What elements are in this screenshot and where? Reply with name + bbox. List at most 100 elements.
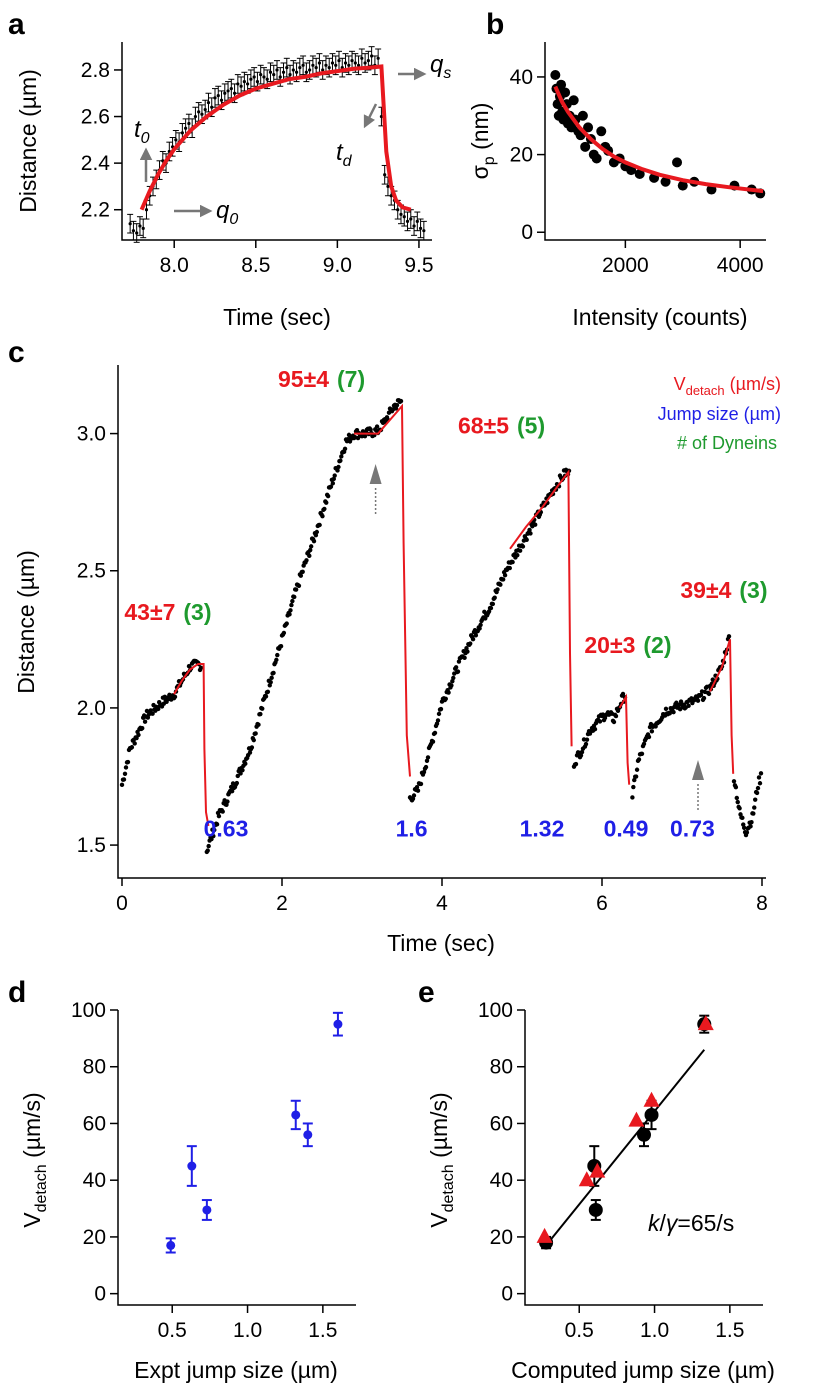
y-tick-label: 2.5 (77, 560, 106, 583)
trace-point (698, 692, 704, 698)
data-point (550, 70, 561, 80)
fit-curve (509, 469, 573, 747)
data-point (223, 91, 227, 95)
trace-point (216, 813, 222, 819)
trace-point (132, 741, 137, 746)
data-point (350, 59, 354, 63)
panel-d: 0.5 1.0 1.5 0 20 40 60 80 100 Expt jump size (µ… (19, 999, 356, 1383)
panel-e-fit-annotation: k/γ=65/s (648, 1210, 734, 1236)
trace-point (423, 764, 429, 770)
trace-point (527, 527, 532, 533)
trace-point (322, 506, 327, 512)
trace-point (734, 795, 739, 801)
panel-c-velocity-labels: 43±7 (3) 95±4 (7) 68±5 (5) 20±3 (2) 39±4 (3) (124, 366, 767, 658)
y-tick-label: 2.4 (81, 152, 111, 175)
fit-curve (173, 663, 210, 827)
y-tick-label: 60 (83, 1112, 106, 1135)
trace-point (172, 694, 178, 700)
data-point (291, 1110, 301, 1120)
trace-point (453, 665, 459, 670)
triangle-point (643, 1091, 660, 1107)
data-point (265, 77, 269, 81)
trace-point (415, 788, 421, 793)
trace-point (632, 777, 637, 783)
data-point (580, 141, 591, 152)
trace-point (573, 761, 579, 767)
trace-point (368, 427, 373, 432)
trace-point (468, 641, 473, 646)
trace-point (435, 718, 441, 723)
trace-point (287, 612, 292, 617)
trace-point (292, 594, 297, 600)
trace-point (438, 706, 444, 712)
trace-point (678, 699, 684, 704)
data-point (363, 61, 367, 65)
trace-point (347, 439, 353, 444)
panel-d-x-axis-label: Expt jump size (µm) (134, 1357, 338, 1383)
trace-point (754, 790, 760, 796)
panel-d-y-ticks: 0 20 40 60 80 100 (71, 999, 118, 1306)
trace-point (749, 820, 754, 825)
trace-point (123, 765, 129, 770)
trace-point (418, 781, 424, 787)
trace-point (613, 713, 619, 719)
x-tick-label: 0.5 (158, 1319, 187, 1342)
panel-c-legend: Vdetach (µm/s) Jump size (µm) # of Dynei… (658, 374, 781, 453)
data-point (303, 1130, 313, 1140)
data-point (677, 180, 688, 191)
trace-point (271, 670, 276, 676)
y-tick-label: 0 (521, 221, 533, 244)
panel-a-t0-label: t0 (134, 116, 150, 147)
arrow-up-icon (692, 760, 704, 780)
trace-point (125, 759, 131, 765)
panel-b-x-axis-label: Intensity (counts) (572, 304, 747, 330)
trace-point (649, 729, 655, 734)
velocity-label: 95±4 (7) (278, 366, 365, 392)
y-tick-label: 40 (510, 66, 533, 89)
panel-b-axes (544, 42, 766, 241)
trace-point (753, 797, 758, 802)
y-tick-label: 20 (83, 1226, 106, 1249)
data-point (405, 219, 410, 223)
trace-point (740, 815, 745, 821)
trace-point (752, 805, 757, 810)
panel-c-fit-curves (173, 403, 735, 827)
triangle-point (628, 1111, 645, 1127)
trace-point (579, 749, 585, 755)
trace-point (398, 398, 404, 404)
trace-point (206, 843, 211, 849)
triangle-point (589, 1162, 606, 1178)
trace-point (744, 830, 750, 835)
data-point (596, 126, 607, 137)
data-point (187, 121, 191, 126)
data-point (200, 112, 204, 116)
y-tick-label: 20 (510, 144, 533, 167)
panel-label-b: b (486, 8, 504, 41)
data-point (262, 75, 266, 79)
trace-point (212, 827, 217, 833)
trace-point (451, 675, 456, 681)
data-point (634, 169, 645, 179)
trace-point (436, 711, 442, 717)
trace-point (336, 464, 341, 470)
panel-a-td-arrow (363, 103, 378, 129)
trace-point (532, 522, 538, 527)
data-point (422, 229, 426, 233)
trace-point (751, 811, 756, 816)
panel-a-q0-label: q0 (216, 197, 238, 228)
panel-e-x-axis-label: Computed jump size (µm) (511, 1357, 775, 1383)
panel-b-y-ticks: 0 20 40 (510, 66, 545, 244)
trace-point (741, 825, 747, 831)
trace-point (592, 727, 598, 732)
y-tick-label: 3.0 (77, 423, 106, 446)
jump-size-label: 1.32 (520, 816, 565, 842)
panel-e: 0.5 1.0 1.5 0 20 40 60 80 100 Computed jump siz… (426, 999, 775, 1383)
y-tick-label: 2.2 (81, 199, 110, 222)
y-tick-label: 20 (490, 1226, 513, 1249)
panel-b-y-axis-label: σp (nm) (467, 103, 498, 180)
panel-d-x-ticks: 0.5 1.0 1.5 (158, 1305, 337, 1342)
panel-a-qs-label: qs (430, 51, 451, 82)
trace-point (274, 657, 279, 663)
y-tick-label: 0 (501, 1283, 513, 1306)
